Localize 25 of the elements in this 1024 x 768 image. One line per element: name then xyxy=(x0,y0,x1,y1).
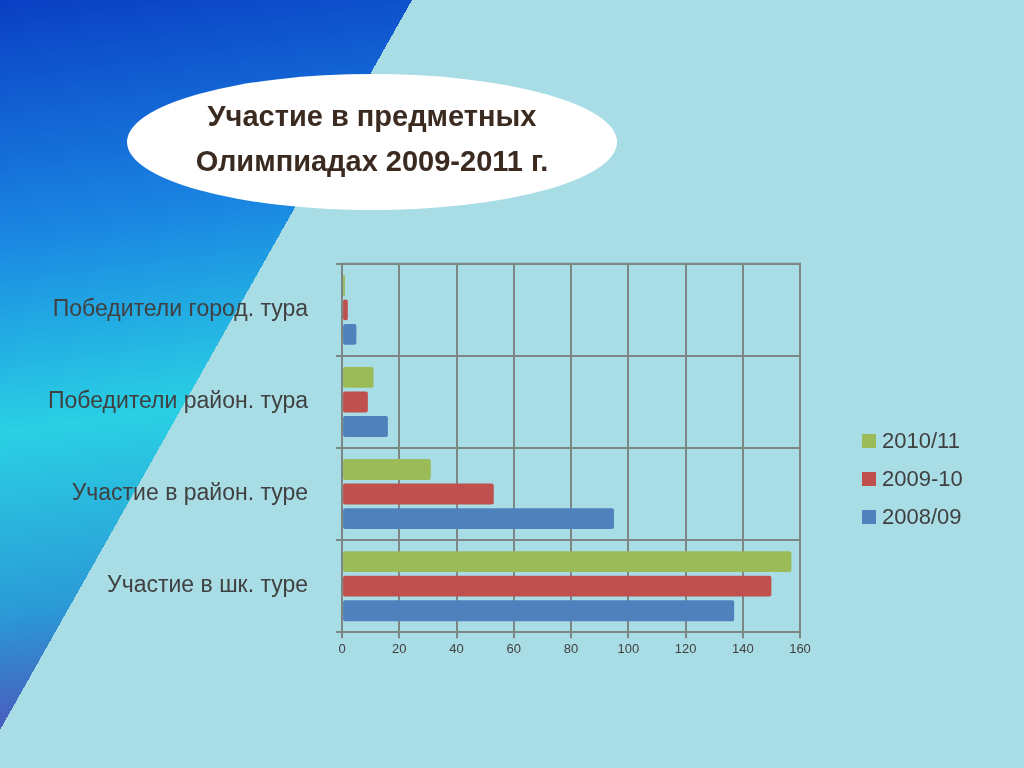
bar xyxy=(343,323,357,345)
x-tick-label: 140 xyxy=(731,640,754,656)
bar xyxy=(343,508,614,530)
bar xyxy=(343,600,735,622)
bar xyxy=(343,483,494,505)
y-tick-label: Победители район. тура xyxy=(48,387,309,414)
x-tick-label: 120 xyxy=(674,640,697,656)
bar xyxy=(343,416,388,437)
bar xyxy=(343,575,772,597)
x-tick-label: 80 xyxy=(563,640,579,656)
chart-title: Участие в предметных Олимпиадах 2009-2011 г. xyxy=(194,99,550,179)
x-tick-label: 100 xyxy=(617,640,640,656)
bar xyxy=(343,459,431,480)
x-tick-label: 60 xyxy=(506,640,522,656)
legend-label: 2008/09 xyxy=(882,504,962,530)
bar xyxy=(343,391,368,413)
bar xyxy=(343,366,374,388)
x-tick-label: 0 xyxy=(338,640,346,656)
legend-label: 2009-10 xyxy=(882,466,963,492)
bar xyxy=(343,551,792,573)
legend-label: 2010/11 xyxy=(882,428,960,454)
x-tick-label: 20 xyxy=(392,640,407,656)
x-tick-label: 160 xyxy=(789,640,811,656)
x-tick-label: 40 xyxy=(449,640,464,656)
y-tick-label: Участие в шк. туре xyxy=(107,571,309,598)
